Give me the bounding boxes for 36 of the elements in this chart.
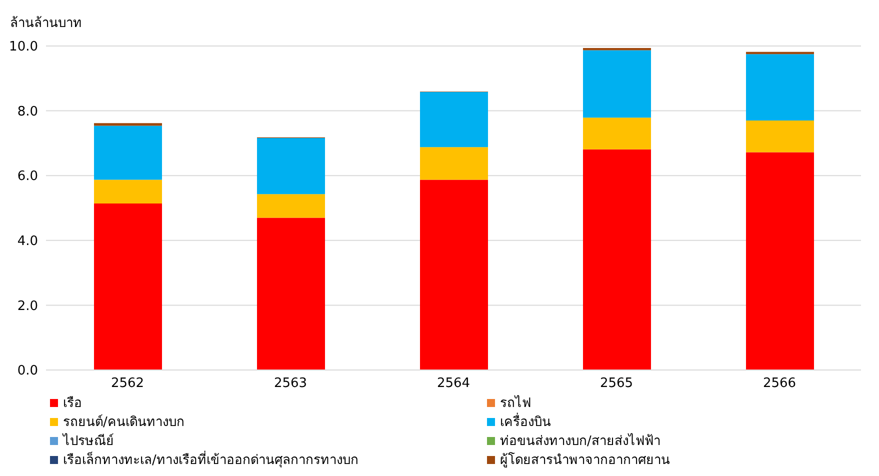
- bar: [94, 180, 162, 204]
- bar: [583, 118, 651, 150]
- bar: [420, 147, 488, 180]
- y-tick-label: 4.0: [17, 234, 38, 250]
- bar: [94, 126, 162, 180]
- y-tick-label: 2.0: [17, 298, 38, 314]
- legend-label: ไปรษณีย์: [63, 432, 114, 450]
- bar: [257, 218, 325, 370]
- y-tick-label: 8.0: [17, 104, 38, 120]
- legend-label: เรือ: [63, 395, 82, 413]
- legend-label: ท่อขนส่งทางบก/สายส่งไฟฟ้า: [500, 432, 660, 451]
- legend-label: ผู้โดยสารนำพาจากอากาศยาน: [500, 451, 670, 470]
- y-tick-label: 10.0: [9, 40, 38, 55]
- legend-label: เรือเล็กทางทะเล/ทางเรือที่เข้าออกด่านศุลกากรทางบก: [63, 450, 358, 470]
- bar: [746, 152, 814, 370]
- x-tick-label: 2566: [762, 376, 796, 392]
- x-tick-label: 2562: [110, 376, 144, 392]
- y-axis-title: ล้านล้านบาท: [9, 15, 83, 33]
- bar: [420, 92, 488, 148]
- y-tick-label: 6.0: [17, 169, 38, 184]
- x-tick-label: 2563: [274, 376, 308, 392]
- legend-label: เครื่องบิน: [500, 412, 551, 432]
- bar: [94, 123, 162, 126]
- bar: [257, 194, 325, 218]
- x-tick-label: 2565: [600, 376, 634, 392]
- legend-label: รถไฟ: [500, 394, 531, 412]
- bar: [583, 50, 651, 118]
- legend-label: รถยนต์/คนเดินทางบก: [63, 414, 184, 432]
- bar: [257, 138, 325, 194]
- bar: [746, 54, 814, 121]
- y-tick-label: 0.0: [17, 364, 38, 379]
- bar: [420, 180, 488, 370]
- x-tick-label: 2564: [436, 376, 470, 392]
- bar: [583, 149, 651, 370]
- bar: [94, 203, 162, 370]
- bar: [746, 120, 814, 152]
